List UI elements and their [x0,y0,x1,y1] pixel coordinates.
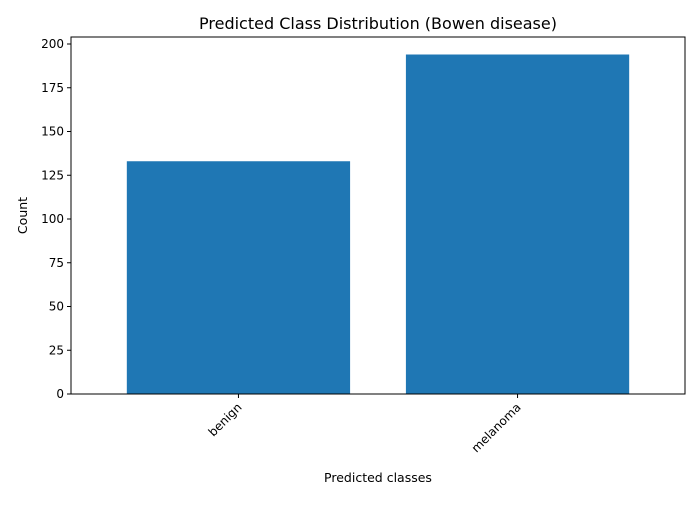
bar-melanoma [405,54,630,394]
y-tick-label: 75 [49,256,64,270]
y-tick-label: 0 [56,387,64,401]
y-tick-label: 125 [41,168,64,182]
chart-title: Predicted Class Distribution (Bowen dise… [199,14,557,33]
x-axis: benign melanoma [206,394,524,455]
y-tick-label: 50 [49,300,64,314]
plot-area-frame [70,36,686,395]
x-tick-label-melanoma: melanoma [469,400,524,455]
x-tick-label-benign: benign [206,400,245,439]
bars-group [126,54,630,394]
y-tick-label: 25 [49,343,64,357]
y-axis: 0 25 50 75 100 125 150 175 200 [41,37,71,401]
bar-benign [126,161,351,394]
y-tick-label: 175 [41,81,64,95]
y-axis-label: Count [15,197,30,234]
y-tick-label: 150 [41,125,64,139]
x-axis-label: Predicted classes [324,470,432,485]
y-tick-label: 200 [41,37,64,51]
y-tick-label: 100 [41,212,64,226]
